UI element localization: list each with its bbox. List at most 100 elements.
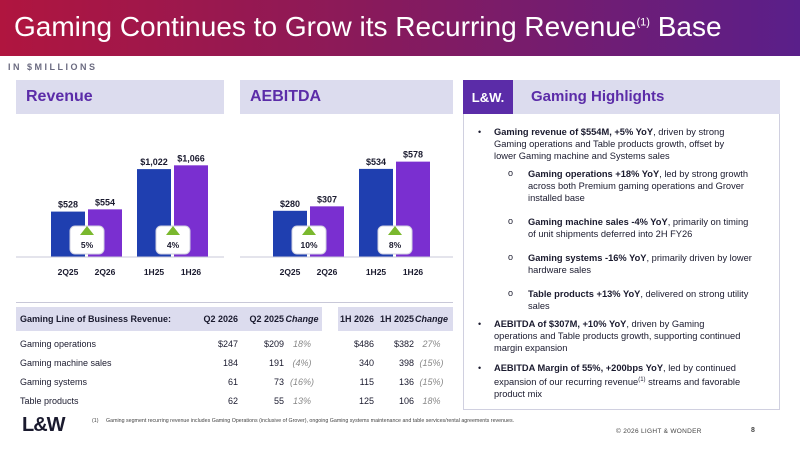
table-cell: (4%) [292, 357, 312, 368]
copyright: © 2026 LIGHT & WONDER [616, 428, 702, 435]
growth-label: 5% [81, 240, 94, 250]
bar-value-label: $534 [366, 157, 386, 167]
table-cell: 27% [422, 338, 441, 349]
table-cell: (15%) [419, 376, 444, 387]
up-arrow-icon [302, 226, 316, 235]
table-cell: Gaming machine sales [20, 357, 112, 368]
aebitda-chart: $280 2Q25 $307 2Q26 $534 1H25 $578 1H26 10% 8% [240, 114, 453, 284]
bar-value-label: $307 [317, 194, 337, 204]
table-cell: 191 [268, 357, 284, 368]
table-cell: 18% [422, 395, 441, 406]
highlight-machine-sales: Gaming machine sales -4% YoY, primarily … [528, 217, 749, 239]
bullet-dot: • [478, 363, 482, 373]
highlights-label: Gaming Highlights [531, 88, 665, 105]
table-cell: 340 [358, 357, 374, 368]
revenue-label: Revenue [26, 88, 93, 105]
table-column-gap [322, 371, 338, 392]
aebitda-chart-svg: $280 2Q25 $307 2Q26 $534 1H25 $578 1H26 10% 8% [240, 150, 453, 277]
table-cell: 136 [398, 376, 414, 387]
table-cell: Gaming operations [20, 338, 97, 349]
highlight-aebitda-margin: AEBITDA Margin of 55%, +200bps YoY, led … [494, 363, 741, 400]
table-header-cell: Q2 2026 [203, 314, 238, 324]
growth-label: 10% [300, 240, 317, 250]
lw-logo-badge: L&W. [463, 80, 513, 114]
table-header-row: Gaming Line of Business Revenue: Q2 2026 Q… [16, 307, 453, 331]
table-column-gap [322, 390, 338, 411]
table-header-cell: Change [285, 314, 319, 324]
highlight-aebitda: AEBITDA of $307M, +10% YoY, driven by Ga… [494, 319, 741, 353]
table-column-gap [322, 352, 338, 373]
x-tick-label: 1H26 [403, 267, 424, 277]
units-label: IN $MILLIONS [8, 62, 98, 72]
growth-label: 8% [389, 240, 402, 250]
table-cell: 106 [398, 395, 414, 406]
bar-value-label: $1,022 [140, 157, 168, 167]
highlight-table-products: Table products +13% YoY, delivered on st… [528, 289, 749, 311]
highlight-gaming-revenue: Gaming revenue of $554M, +5% YoY, driven… [494, 127, 725, 161]
revenue-panel-header: Revenue [16, 80, 224, 114]
page-title: Gaming Continues to Grow its Recurring R… [14, 11, 722, 42]
highlights-header: Gaming Highlights [513, 80, 780, 114]
table-cell: $486 [353, 338, 374, 349]
table-cell: $209 [263, 338, 284, 349]
table-cell: Table products [20, 395, 79, 406]
table-cell: 62 [227, 395, 238, 406]
table-header-cell: Q2 2025 [249, 314, 284, 324]
x-tick-label: 1H26 [181, 267, 202, 277]
table-header-cell: Change [414, 314, 448, 324]
table-cell: 184 [222, 357, 238, 368]
x-tick-label: 1H25 [366, 267, 387, 277]
table-column-gap [322, 307, 338, 331]
table-cell: 61 [227, 376, 238, 387]
revenue-chart: $528 2Q25 $554 2Q26 $1,022 1H25 $1,066 1H26 5% 4% [16, 114, 224, 284]
x-tick-label: 2Q26 [317, 267, 338, 277]
highlight-gaming-operations: Gaming operations +18% YoY, led by stron… [528, 169, 749, 203]
up-arrow-icon [166, 226, 180, 235]
revenue-chart-svg: $528 2Q25 $554 2Q26 $1,022 1H25 $1,066 1H26 5% 4% [16, 153, 224, 277]
table-row: Gaming operations $247 $209 18% $486 $382 27% [16, 333, 453, 354]
footer-logo: L&W [22, 414, 66, 436]
table-row: Gaming machine sales 184 191 (4%) 340 398 (15%… [16, 352, 453, 373]
bar-value-label: $280 [280, 199, 300, 209]
bar-value-label: $1,066 [177, 153, 205, 163]
highlights-body: • Gaming revenue of $554M, +5% YoY, driv… [463, 114, 780, 410]
sub-bullet-dot: o [508, 288, 514, 298]
growth-label: 4% [167, 240, 180, 250]
aebitda-label: AEBITDA [250, 88, 322, 105]
table-cell: 13% [292, 395, 311, 406]
table-cell: 125 [358, 395, 374, 406]
table-cell: 398 [398, 357, 414, 368]
footnote: Gaming segment recurring revenue include… [106, 418, 515, 424]
table-cell: (15%) [419, 357, 444, 368]
revenue-table: Gaming Line of Business Revenue: Q2 2026 Q… [16, 302, 453, 411]
table-column-gap [322, 333, 338, 354]
table-header-cell: 1H 2026 [339, 314, 374, 324]
table-cell: 55 [273, 395, 284, 406]
bar-value-label: $578 [403, 150, 423, 160]
highlight-gaming-systems: Gaming systems -16% YoY, primarily drive… [528, 253, 752, 275]
table-cell: (16%) [289, 376, 314, 387]
bullet-dot: • [478, 319, 482, 329]
up-arrow-icon [80, 226, 94, 235]
bullet-dot: • [478, 127, 482, 137]
table-cell: 73 [273, 376, 284, 387]
table-cell: 115 [359, 376, 374, 387]
table-header-cell: 1H 2025 [379, 314, 414, 324]
x-tick-label: 2Q25 [280, 267, 301, 277]
table-cell: 18% [292, 338, 311, 349]
table-row: Gaming systems 61 73 (16%) 115 136 (15%) [16, 371, 453, 392]
table-header-cell: Gaming Line of Business Revenue: [20, 314, 172, 324]
x-tick-label: 1H25 [144, 267, 165, 277]
table-row: Table products 62 55 13% 125 106 18% [16, 390, 453, 411]
x-tick-label: 2Q26 [95, 267, 116, 277]
sub-bullet-dot: o [508, 252, 514, 262]
table-cell: $247 [217, 338, 238, 349]
sub-bullet-dot: o [508, 216, 514, 226]
footnote-number: (1) [92, 418, 99, 424]
bar-value-label: $554 [95, 197, 115, 207]
page-number: 8 [751, 427, 755, 434]
aebitda-panel-header: AEBITDA [240, 80, 453, 114]
x-tick-label: 2Q25 [58, 267, 79, 277]
table-cell: Gaming systems [20, 376, 88, 387]
